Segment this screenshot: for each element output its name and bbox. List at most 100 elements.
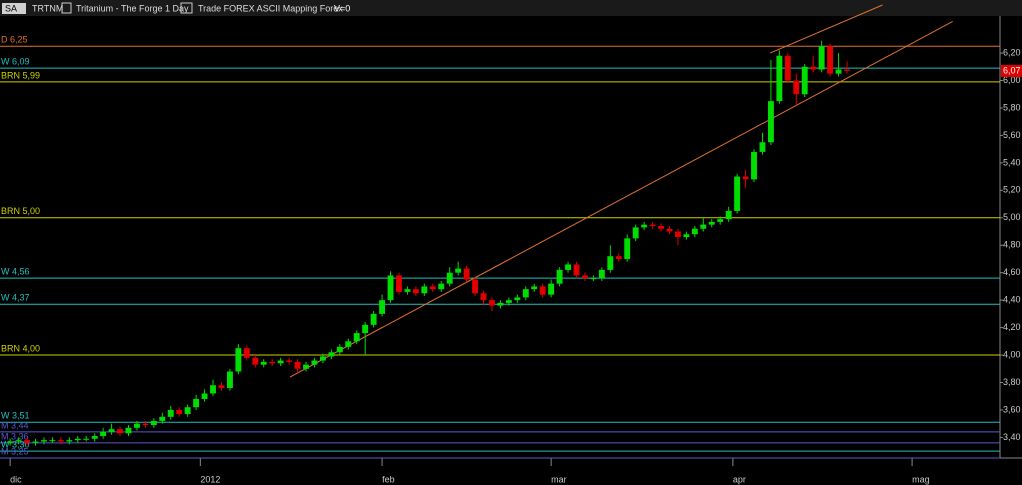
candle-body xyxy=(455,268,462,273)
candle-body xyxy=(286,360,293,362)
candle-body xyxy=(319,356,326,361)
level-label: W 6,09 xyxy=(1,57,30,67)
candle-body xyxy=(649,224,656,227)
last-price-box xyxy=(1001,64,1022,77)
candle-body xyxy=(734,176,741,211)
candle-body xyxy=(472,279,479,294)
candle-body xyxy=(49,440,56,442)
candle-body xyxy=(294,361,301,369)
y-tick-label: 5,80 xyxy=(1003,102,1021,112)
y-tick-label: 4,80 xyxy=(1003,240,1021,250)
candle-body xyxy=(590,278,597,280)
level-label: W 3,30 xyxy=(1,440,30,450)
volume: V=0 xyxy=(334,3,350,13)
description: Tritanium - The Forge 1 Day xyxy=(76,3,189,13)
candle-body xyxy=(725,210,732,220)
candle-body xyxy=(362,324,369,334)
candle-body xyxy=(150,420,157,426)
candle-body xyxy=(835,69,842,74)
candle-body xyxy=(717,219,724,222)
candle-body xyxy=(412,289,419,294)
candle-body xyxy=(277,360,284,364)
candle-body xyxy=(108,429,115,432)
y-tick-label: 5,00 xyxy=(1003,212,1021,222)
candle-body xyxy=(607,256,614,270)
candle-body xyxy=(142,423,149,426)
y-tick-label: 4,60 xyxy=(1003,267,1021,277)
candle-body xyxy=(784,55,791,81)
menu-button[interactable] xyxy=(180,2,193,14)
candle-body xyxy=(776,55,783,102)
x-tick-label: 2012 xyxy=(200,474,220,484)
candle-body xyxy=(235,348,242,372)
candle-body xyxy=(74,438,81,441)
level-label: BRN 5,00 xyxy=(1,206,40,216)
candle-body xyxy=(446,272,453,284)
candle-body xyxy=(210,385,216,394)
candle-body xyxy=(125,427,132,434)
level-label: M 3,25 xyxy=(1,446,29,456)
candle-body xyxy=(708,221,715,225)
level-label: M 3,44 xyxy=(1,420,29,430)
candle-body xyxy=(514,297,521,301)
candle-body xyxy=(463,268,470,280)
level-label: W 4,56 xyxy=(1,267,30,277)
candle-body xyxy=(379,300,386,314)
y-tick-label: 3,40 xyxy=(1003,432,1021,442)
level-label: W 4,37 xyxy=(1,293,30,303)
symbol-button[interactable] xyxy=(2,3,26,14)
candle-body xyxy=(328,352,335,357)
menu-button[interactable] xyxy=(61,2,72,14)
source: Trade FOREX ASCII Mapping Forex xyxy=(198,3,343,13)
level-label: BRN 5,99 xyxy=(1,70,40,80)
candle-body xyxy=(489,300,495,306)
trendline xyxy=(769,4,883,54)
candle-body xyxy=(226,371,233,388)
candle-body xyxy=(624,238,631,259)
candle-body xyxy=(83,438,90,440)
toolbar xyxy=(0,0,1022,16)
candle-body xyxy=(632,227,639,239)
candle-body xyxy=(658,226,664,229)
candle-body xyxy=(387,275,394,301)
candle-body xyxy=(793,80,800,95)
y-tick-label: 5,40 xyxy=(1003,157,1021,167)
x-tick-label: feb xyxy=(382,474,395,484)
candle-body xyxy=(556,269,563,284)
candle-body xyxy=(370,313,377,325)
candle-body xyxy=(117,429,123,434)
candle-body xyxy=(827,46,834,74)
candle-body xyxy=(615,256,622,259)
x-tick-label: apr xyxy=(733,474,746,484)
level-label: W 3,51 xyxy=(1,411,30,421)
candle-body xyxy=(218,385,225,388)
candle-body xyxy=(303,364,309,369)
last-price-label: 6,07 xyxy=(1003,65,1021,75)
candle-body xyxy=(497,302,504,306)
candle-body xyxy=(184,407,191,415)
candle-body xyxy=(742,176,749,180)
candle-body xyxy=(539,286,546,295)
candle-body xyxy=(565,264,572,270)
candle-body xyxy=(700,224,707,229)
candle-body xyxy=(429,286,436,290)
x-tick-label: mag xyxy=(912,474,930,484)
candle-body xyxy=(311,360,318,365)
candle-body xyxy=(91,436,98,439)
x-tick-label: mar xyxy=(551,474,567,484)
trendline xyxy=(289,21,953,378)
candle-body xyxy=(100,431,107,437)
candle-body xyxy=(336,346,343,353)
candle-body xyxy=(438,283,445,290)
candle-body xyxy=(759,142,766,152)
candle-body xyxy=(66,440,73,442)
candle-body xyxy=(24,440,31,443)
y-tick-label: 3,80 xyxy=(1003,377,1021,387)
candle-body xyxy=(548,283,555,295)
symbol-button-text[interactable]: SA xyxy=(5,3,17,13)
candle-body xyxy=(260,361,267,365)
y-tick-label: 4,40 xyxy=(1003,295,1021,305)
candle-body xyxy=(133,423,140,428)
